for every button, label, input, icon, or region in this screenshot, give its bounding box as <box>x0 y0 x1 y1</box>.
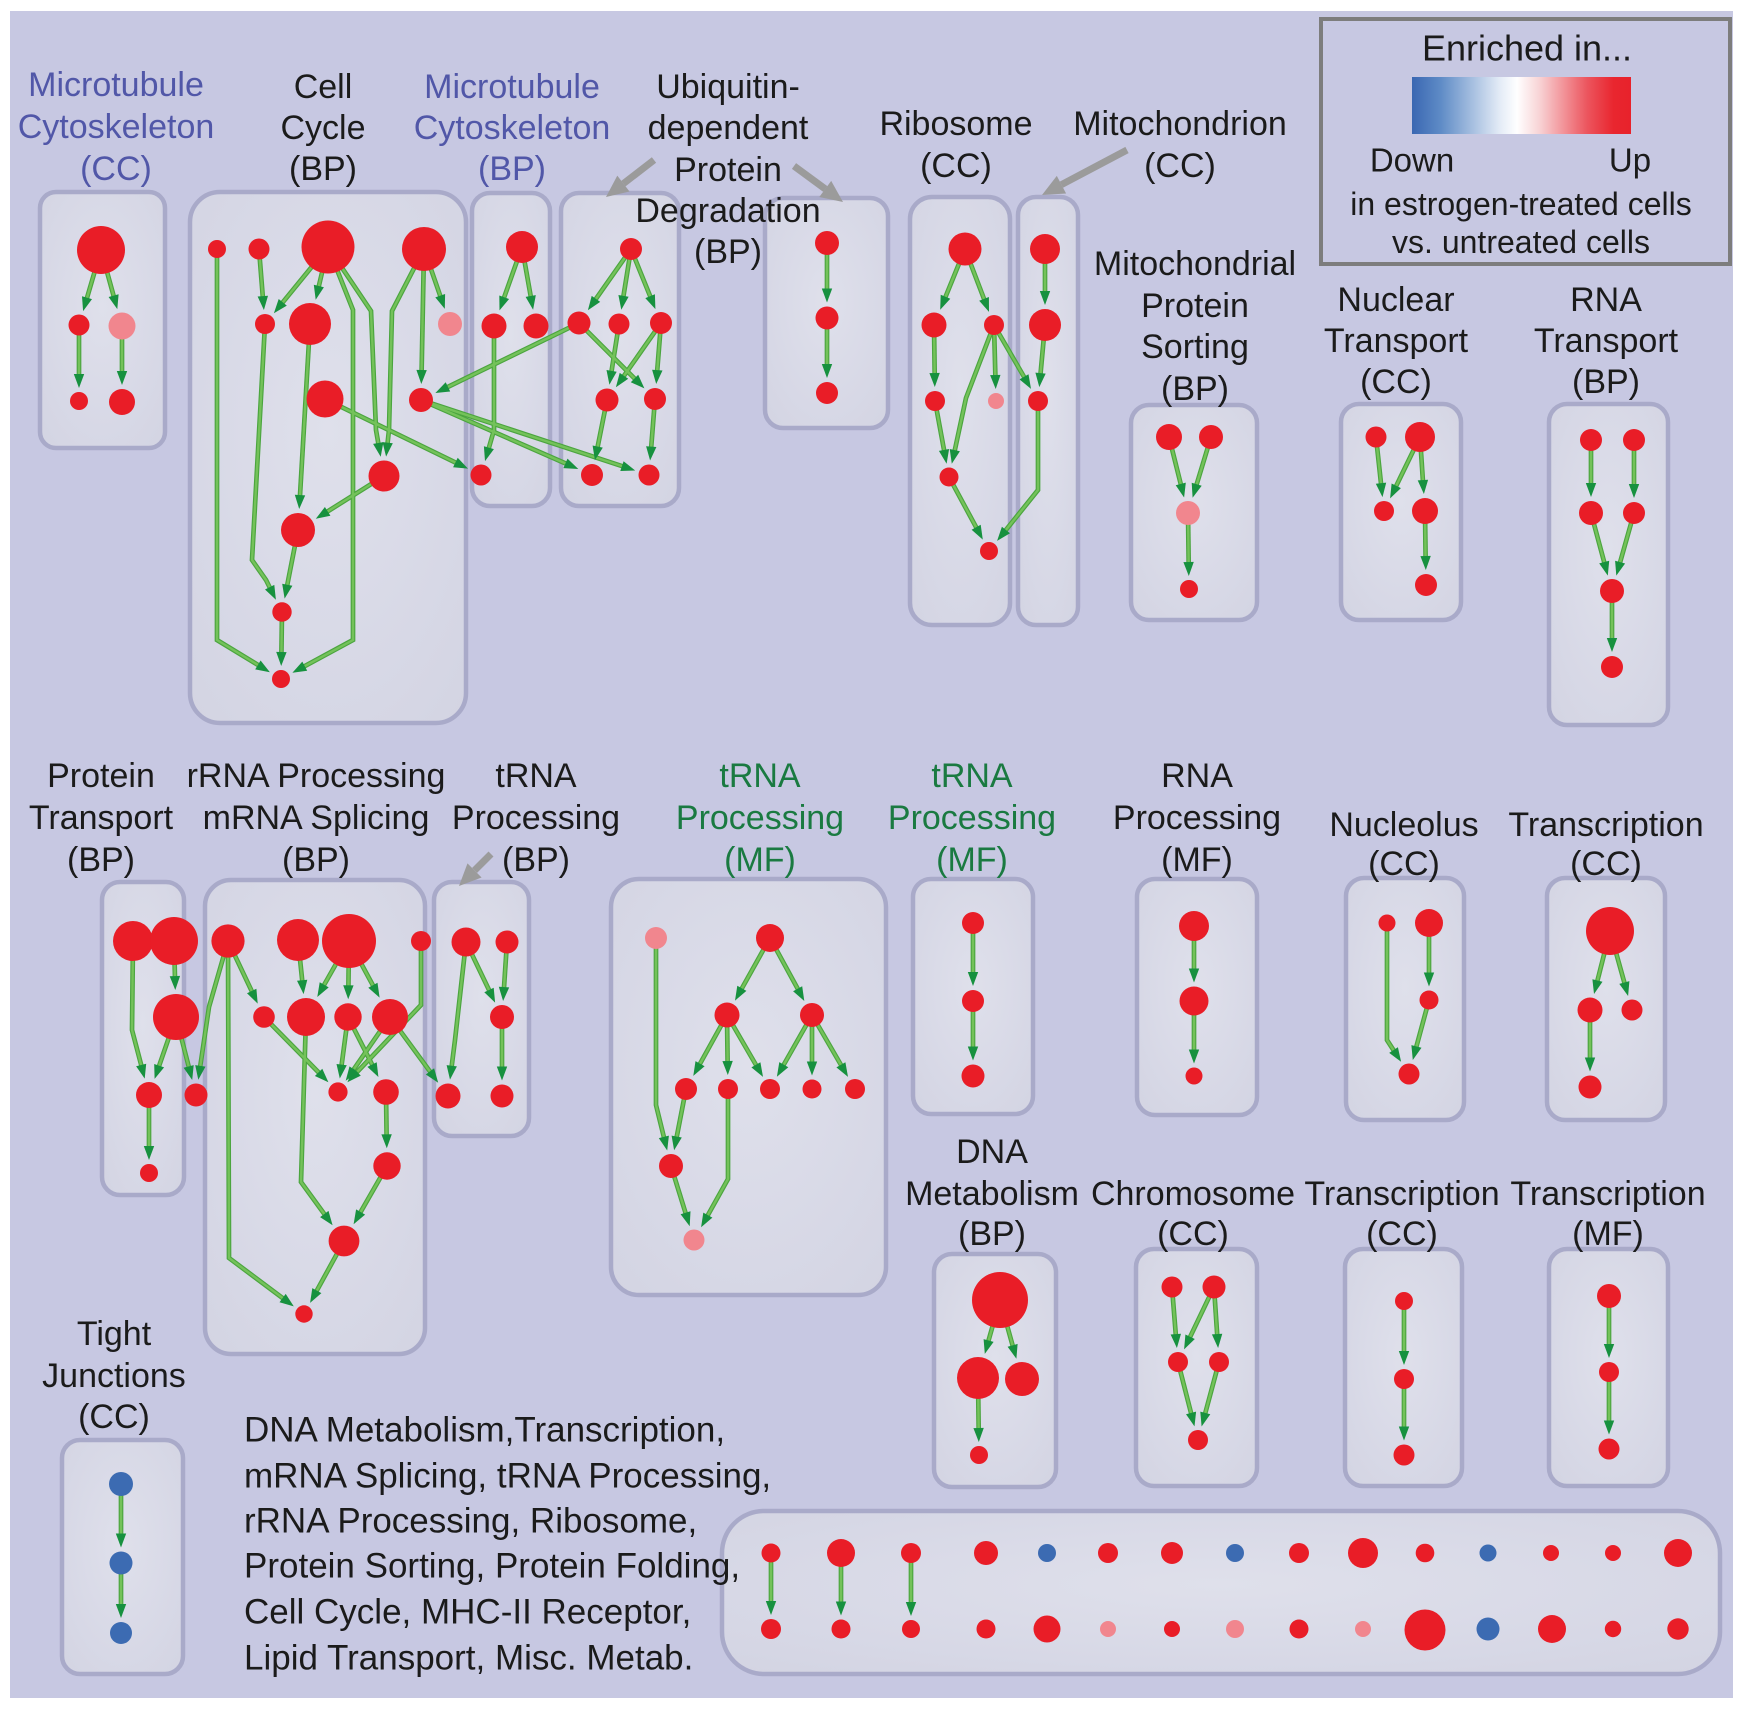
svg-text:Processing: Processing <box>1113 799 1281 837</box>
svg-text:(MF): (MF) <box>1572 1215 1644 1253</box>
svg-text:Protein: Protein <box>674 151 782 189</box>
svg-text:(BP): (BP) <box>502 841 570 879</box>
svg-text:(BP): (BP) <box>958 1215 1026 1253</box>
svg-text:Processing: Processing <box>452 799 620 837</box>
svg-text:(MF): (MF) <box>936 841 1008 879</box>
svg-text:Cytoskeleton: Cytoskeleton <box>18 108 215 146</box>
svg-text:(CC): (CC) <box>78 1398 150 1436</box>
svg-text:Transport: Transport <box>1324 322 1469 360</box>
svg-text:Processing: Processing <box>676 799 844 837</box>
svg-text:(CC): (CC) <box>1366 1215 1438 1253</box>
svg-text:mRNA Splicing: mRNA Splicing <box>203 799 430 837</box>
svg-text:Transcription: Transcription <box>1508 806 1703 844</box>
svg-text:Transport: Transport <box>1534 322 1679 360</box>
svg-text:Mitochondrial: Mitochondrial <box>1094 245 1296 283</box>
svg-text:(CC): (CC) <box>1157 1215 1229 1253</box>
svg-text:Ubiquitin-: Ubiquitin- <box>656 68 800 106</box>
svg-text:tRNA: tRNA <box>495 757 577 795</box>
svg-text:vs. untreated cells: vs. untreated cells <box>1392 224 1650 260</box>
svg-text:RNA: RNA <box>1161 757 1233 795</box>
svg-text:(MF): (MF) <box>1161 841 1233 879</box>
svg-text:Enriched in...: Enriched in... <box>1422 28 1632 69</box>
svg-text:RNA: RNA <box>1570 281 1642 319</box>
svg-text:Down: Down <box>1370 142 1454 179</box>
svg-text:DNA: DNA <box>956 1133 1028 1171</box>
svg-text:(CC): (CC) <box>1360 363 1432 401</box>
svg-text:(BP): (BP) <box>1572 363 1640 401</box>
svg-text:(CC): (CC) <box>80 150 152 188</box>
svg-text:rRNA Processing, Ribosome,: rRNA Processing, Ribosome, <box>244 1502 697 1541</box>
svg-text:Processing: Processing <box>888 799 1056 837</box>
svg-text:Tight: Tight <box>77 1315 152 1353</box>
svg-text:Cell: Cell <box>294 68 353 106</box>
svg-text:tRNA: tRNA <box>931 757 1013 795</box>
svg-text:(BP): (BP) <box>694 233 762 271</box>
svg-text:Sorting: Sorting <box>1141 328 1249 366</box>
svg-text:Cell Cycle, MHC-II Receptor,: Cell Cycle, MHC-II Receptor, <box>244 1593 691 1632</box>
svg-text:(BP): (BP) <box>1161 370 1229 408</box>
svg-text:in estrogen-treated cells: in estrogen-treated cells <box>1350 186 1692 222</box>
svg-text:Ribosome: Ribosome <box>879 105 1032 143</box>
svg-text:(CC): (CC) <box>1368 845 1440 883</box>
svg-text:Up: Up <box>1609 142 1651 179</box>
svg-text:Lipid Transport, Misc. Metab.: Lipid Transport, Misc. Metab. <box>244 1639 693 1678</box>
svg-text:DNA Metabolism,Transcription,: DNA Metabolism,Transcription, <box>244 1411 725 1450</box>
svg-text:Degradation: Degradation <box>635 192 820 230</box>
svg-text:Transport: Transport <box>29 799 174 837</box>
svg-text:(BP): (BP) <box>289 150 357 188</box>
svg-text:Protein: Protein <box>1141 287 1249 325</box>
svg-text:Metabolism: Metabolism <box>905 1175 1079 1213</box>
svg-text:(BP): (BP) <box>67 841 135 879</box>
svg-text:Microtubule: Microtubule <box>28 66 204 104</box>
svg-text:Transcription: Transcription <box>1510 1175 1705 1213</box>
svg-text:mRNA Splicing, tRNA Processing: mRNA Splicing, tRNA Processing, <box>244 1457 771 1496</box>
svg-text:Mitochondrion: Mitochondrion <box>1073 105 1287 143</box>
svg-text:Cycle: Cycle <box>280 109 365 147</box>
svg-text:(BP): (BP) <box>478 150 546 188</box>
svg-text:Cytoskeleton: Cytoskeleton <box>414 109 611 147</box>
svg-text:Microtubule: Microtubule <box>424 68 600 106</box>
svg-text:(BP): (BP) <box>282 841 350 879</box>
svg-text:tRNA: tRNA <box>719 757 801 795</box>
svg-text:(CC): (CC) <box>920 147 992 185</box>
svg-text:Protein: Protein <box>47 757 155 795</box>
svg-text:(MF): (MF) <box>724 841 796 879</box>
svg-text:Nuclear: Nuclear <box>1337 281 1454 319</box>
svg-text:Protein Sorting, Protein Foldi: Protein Sorting, Protein Folding, <box>244 1547 740 1586</box>
svg-text:Nucleolus: Nucleolus <box>1329 806 1478 844</box>
svg-text:(CC): (CC) <box>1144 147 1216 185</box>
svg-text:Chromosome: Chromosome <box>1091 1175 1295 1213</box>
svg-text:Transcription: Transcription <box>1304 1175 1499 1213</box>
svg-text:rRNA Processing: rRNA Processing <box>187 757 446 795</box>
svg-text:Junctions: Junctions <box>42 1357 186 1395</box>
svg-text:dependent: dependent <box>648 109 809 147</box>
svg-text:(CC): (CC) <box>1570 845 1642 883</box>
